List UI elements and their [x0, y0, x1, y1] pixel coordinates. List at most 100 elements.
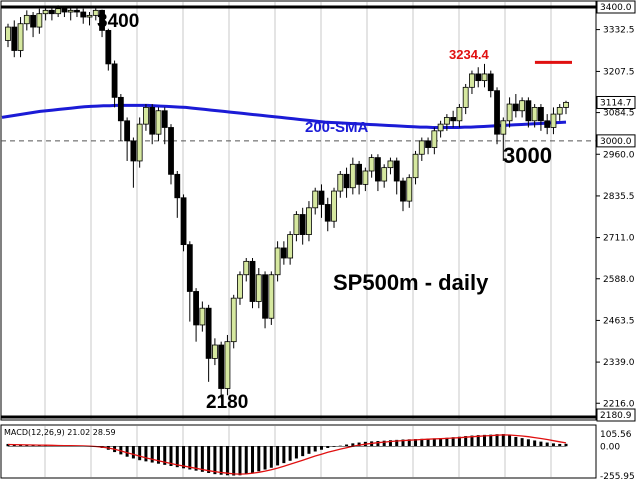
y-tick-label: 2711.0: [603, 234, 635, 244]
candle-up: [55, 8, 62, 15]
candle-up: [481, 73, 488, 82]
candle-up: [406, 177, 413, 202]
candle-down: [525, 100, 532, 122]
candle-up: [387, 160, 394, 169]
candle-up: [211, 344, 218, 359]
candle-down: [105, 30, 112, 65]
candle-down: [149, 107, 156, 135]
candle-down: [343, 173, 350, 189]
price-tag-label: 3000.0: [600, 137, 632, 147]
candle-down: [124, 120, 131, 142]
candle-down: [180, 197, 187, 246]
candle-up: [136, 123, 143, 162]
candle-down: [186, 244, 193, 292]
candle-down: [494, 90, 500, 135]
macd-tick-label: -255.95: [600, 472, 635, 480]
candle-down: [299, 214, 306, 235]
candle-down: [400, 180, 406, 202]
macd-y-axis: 105.56 0.00 -255.95: [600, 430, 635, 480]
candle-up: [155, 110, 162, 135]
candle-down: [538, 107, 544, 122]
candle-up: [431, 130, 438, 148]
candle-up: [42, 9, 49, 15]
candle-down: [61, 8, 68, 13]
candle-up: [274, 247, 281, 276]
candle-down: [249, 260, 256, 302]
sma-200-path: [1, 103, 567, 129]
candle-up: [456, 107, 463, 122]
candle-up: [268, 274, 275, 319]
candle-up: [306, 207, 312, 235]
candle-up: [469, 73, 475, 88]
candle-up: [243, 260, 250, 276]
macd-signal-line: [7, 434, 567, 475]
price-y-axis: 3400.0 3332.5 3207.5 3084.5 2960.0 2835.5 2711…: [596, 3, 635, 409]
macd-tick-label: 105.56: [600, 430, 632, 440]
candle-up: [224, 341, 231, 389]
candle-down: [544, 120, 551, 128]
price-tag-box: [596, 0, 636, 14]
candle-down: [48, 9, 55, 15]
price-tag-box: [596, 134, 636, 148]
candle-up: [5, 26, 11, 41]
price-plot-frame: [0, 0, 597, 421]
candle-up: [556, 107, 563, 115]
low-label: 2180: [206, 392, 248, 413]
candle-down: [205, 307, 212, 359]
candle-down: [375, 157, 381, 182]
candle-up: [199, 307, 206, 326]
candle-up: [17, 23, 24, 51]
candle-up: [368, 157, 375, 172]
chart-title: SP500m - daily: [333, 270, 489, 295]
candle-up: [412, 153, 419, 179]
candle-up: [443, 117, 450, 125]
candle-down: [356, 163, 363, 185]
candle-up: [362, 170, 369, 185]
y-tick-label: 2835.5: [603, 192, 635, 202]
macd-panel: [6, 434, 568, 476]
candle-up: [506, 103, 513, 122]
sma-200-line: [1, 103, 567, 129]
price-tags: 3400.0 3114.7 3000.0 2180.9: [596, 0, 636, 422]
candle-up: [86, 14, 93, 18]
candle-up: [381, 167, 388, 182]
price-tag-label: 3114.7: [600, 98, 632, 108]
y-tick-label: 3207.5: [603, 67, 635, 77]
candle-down: [168, 127, 174, 175]
y-tick-label: 3332.5: [603, 26, 635, 36]
candle-down: [450, 117, 457, 122]
candle-up: [500, 120, 507, 135]
candle-down: [280, 247, 287, 259]
price-tag-label: 3400.0: [600, 3, 632, 13]
candle-up: [287, 234, 294, 259]
sma-label: 200-SMA: [305, 119, 369, 136]
candle-up: [349, 163, 356, 189]
candle-up: [23, 14, 30, 25]
candle-up: [255, 274, 262, 302]
candle-up: [550, 113, 557, 128]
price-tag-label: 2180.9: [600, 411, 632, 421]
y-tick-label: 3084.5: [603, 109, 635, 119]
candle-up: [312, 190, 319, 209]
candle-down: [11, 26, 18, 51]
candle-up: [92, 9, 99, 16]
vertical-gridlines: [44, 2, 552, 477]
high-label: 3400: [97, 11, 139, 32]
candle-up: [531, 107, 538, 122]
candle-up: [67, 9, 74, 13]
candle-up: [230, 297, 237, 343]
candle-down: [117, 96, 124, 122]
candle-up: [418, 140, 425, 155]
candle-down: [111, 63, 118, 98]
y-tick-label: 2339.0: [603, 358, 635, 368]
candle-down: [218, 344, 225, 389]
y-tick-label: 2960.0: [603, 150, 635, 160]
candle-down: [174, 173, 181, 199]
candle-up: [293, 214, 300, 235]
candle-down: [393, 160, 400, 182]
macd-label: MACD(12,26,9) 21.02 28.59: [4, 428, 116, 437]
candle-down: [74, 9, 80, 13]
candle-down: [99, 9, 105, 31]
candle-up: [337, 173, 344, 192]
